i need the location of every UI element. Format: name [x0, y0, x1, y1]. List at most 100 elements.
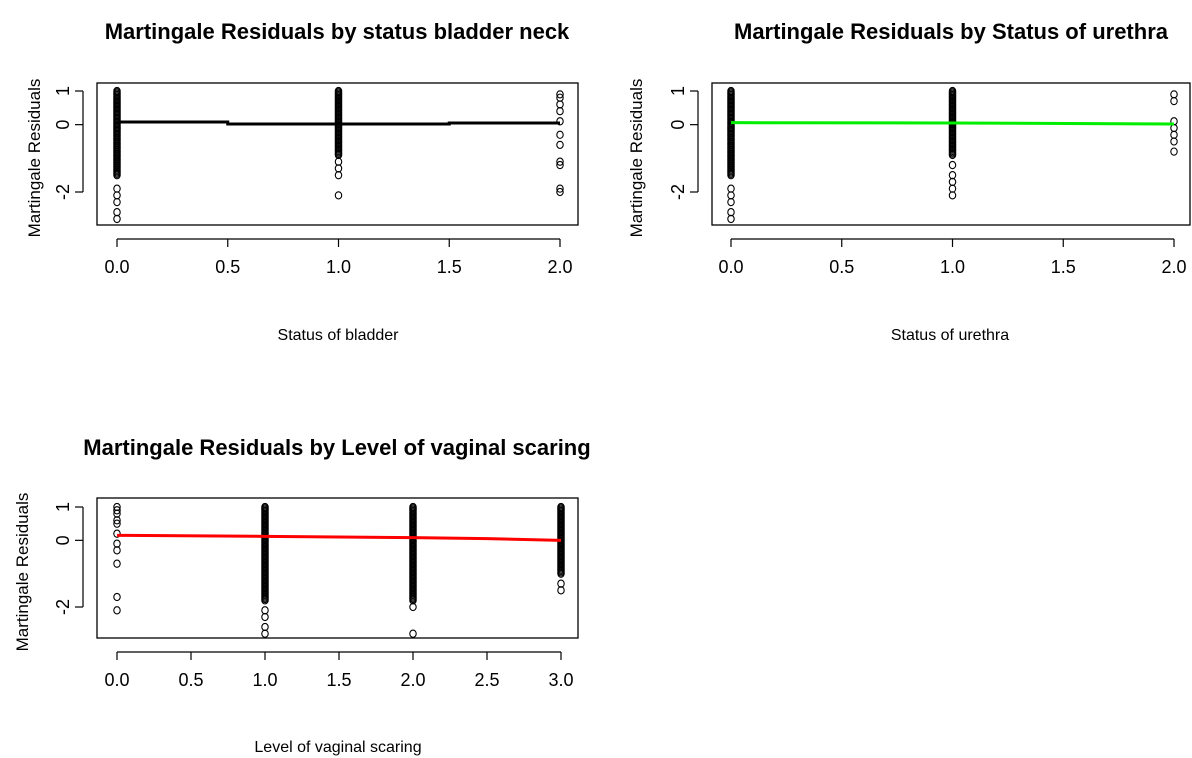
y-axis-label: Martingale Residuals	[13, 493, 32, 652]
y-tick-label: 1	[53, 86, 73, 96]
data-point	[948, 171, 957, 180]
y-tick-label: 1	[53, 502, 73, 512]
data-point	[334, 157, 343, 166]
data-point	[113, 606, 121, 615]
panel-bladder-neck: Martingale Residuals by status bladder n…	[25, 19, 579, 344]
data-point	[727, 208, 735, 217]
x-tick-label: 0.0	[718, 257, 743, 277]
data-point	[113, 208, 121, 217]
data-point	[113, 592, 121, 602]
x-tick-label: 1.0	[252, 670, 277, 690]
x-tick-label: 0.0	[104, 257, 129, 277]
data-point	[409, 602, 417, 612]
data-point	[113, 516, 121, 525]
data-point	[113, 559, 121, 568]
data-point	[727, 171, 735, 180]
y-axis-label: Martingale Residuals	[25, 79, 44, 238]
x-tick-label: 0.5	[178, 670, 203, 690]
data-point	[727, 191, 735, 200]
smooth-line	[117, 120, 560, 126]
x-tick-label: 2.0	[400, 670, 425, 690]
data-point	[113, 191, 121, 200]
smooth-line	[116, 533, 562, 542]
y-tick-label: 0	[53, 535, 73, 545]
y-tick-label: -2	[53, 599, 73, 615]
chart-title: Martingale Residuals by status bladder n…	[105, 19, 570, 44]
x-axis-label: Level of vaginal scaring	[254, 739, 421, 756]
data-point	[948, 150, 957, 160]
data-point	[113, 519, 121, 528]
data-point	[948, 160, 957, 170]
data-point	[556, 90, 564, 99]
data-point	[556, 140, 564, 150]
x-axis-label: Status of urethra	[891, 327, 1009, 344]
y-tick-label: -2	[668, 184, 688, 200]
data-point	[113, 214, 121, 224]
x-tick-label: 3.0	[548, 670, 573, 690]
data-point	[556, 187, 564, 197]
data-point	[261, 612, 269, 622]
plot-area: 0.0 0.5 1.0 1.5 2.0 -2 0 1	[53, 82, 579, 277]
y-tick-label: 0	[668, 120, 688, 130]
y-tick-label: 1	[668, 86, 688, 96]
data-point	[948, 184, 957, 193]
data-point	[556, 107, 564, 116]
data-point	[261, 596, 269, 605]
data-point	[556, 184, 564, 193]
data-point	[556, 100, 564, 109]
data-point	[334, 191, 343, 200]
data-point	[556, 130, 564, 139]
plot-frame	[711, 82, 1191, 226]
data-point	[948, 191, 957, 200]
data-point	[113, 171, 121, 180]
x-tick-label: 2.5	[474, 670, 499, 690]
x-tick-label: 1.0	[326, 257, 351, 277]
data-point	[113, 529, 121, 538]
y-axis-label: Martingale Residuals	[627, 79, 646, 238]
data-point	[261, 629, 269, 638]
data-point	[113, 197, 121, 207]
data-point	[1170, 130, 1178, 139]
data-point	[948, 177, 957, 187]
x-tick-label: 0.5	[829, 257, 854, 277]
data-point	[409, 629, 417, 638]
x-axis-label: Status of bladder	[278, 327, 400, 344]
x-tick-label: 1.0	[940, 257, 965, 277]
data-point	[727, 214, 735, 224]
x-tick-label: 2.0	[547, 257, 572, 277]
chart-title: Martingale Residuals by Level of vaginal…	[83, 435, 590, 460]
y-tick-label: 0	[53, 120, 73, 130]
data-point	[556, 117, 564, 126]
data-point	[1170, 90, 1178, 99]
x-tick-label: 1.5	[437, 257, 462, 277]
data-point	[334, 164, 343, 173]
x-tick-label: 0.0	[104, 670, 129, 690]
data-point	[1170, 96, 1178, 106]
x-tick-label: 1.5	[1051, 257, 1076, 277]
panel-vaginal-scaring: Martingale Residuals by Level of vaginal…	[13, 435, 591, 756]
data-point	[727, 197, 735, 207]
panel-urethra: Martingale Residuals by Status of urethr…	[627, 19, 1191, 344]
x-tick-label: 1.5	[326, 670, 351, 690]
y-tick-label: -2	[53, 184, 73, 200]
plot-area: 0.0 0.5 1.0 1.5 2.0 2.5 3.0 -2 0 1	[53, 497, 579, 690]
x-tick-label: 0.5	[215, 257, 240, 277]
data-point	[1170, 137, 1178, 146]
data-point	[557, 569, 565, 578]
data-point	[556, 160, 564, 170]
smooth-line	[730, 121, 1175, 126]
data-point	[113, 546, 121, 555]
plot-frame	[96, 497, 579, 639]
data-point	[334, 171, 343, 180]
data-point	[1170, 123, 1178, 133]
plot-area: 0.0 0.5 1.0 1.5 2.0 -2 0 1	[668, 82, 1191, 277]
data-point	[1170, 147, 1178, 156]
data-point	[557, 586, 565, 595]
data-point	[727, 184, 735, 193]
chart-title: Martingale Residuals by Status of urethr…	[734, 19, 1169, 44]
plot-frame	[96, 82, 579, 226]
data-point	[113, 506, 121, 515]
data-point	[113, 184, 121, 193]
x-tick-label: 2.0	[1161, 257, 1186, 277]
